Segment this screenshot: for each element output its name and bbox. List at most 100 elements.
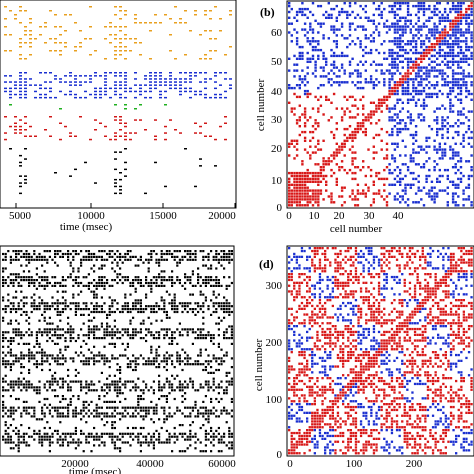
spike-mark (223, 255, 226, 258)
panel-a-raster (4, 6, 232, 195)
matrix-cell (319, 192, 323, 195)
matrix-cell (385, 107, 389, 110)
spike-mark (154, 14, 157, 16)
spike-mark (113, 435, 116, 438)
spike-mark (155, 310, 158, 314)
spike-mark (80, 418, 83, 421)
spike-mark (93, 310, 96, 314)
spike-mark (56, 360, 59, 363)
spike-mark (176, 264, 179, 267)
spike-mark (134, 108, 137, 110)
spike-mark (103, 328, 106, 331)
spike-mark (132, 316, 135, 319)
spike-mark (207, 363, 210, 366)
spike-mark (20, 250, 23, 253)
spike-mark (150, 308, 153, 311)
spike-mark (29, 30, 32, 32)
matrix-cell (295, 255, 298, 258)
matrix-cell (318, 287, 322, 290)
matrix-cell (428, 48, 431, 52)
spike-mark (191, 252, 194, 256)
matrix-cell (309, 139, 312, 142)
spike-mark (82, 386, 85, 389)
matrix-cell (404, 48, 407, 52)
matrix-cell (420, 57, 423, 60)
matrix-cell (433, 25, 436, 28)
matrix-cell (359, 192, 362, 195)
matrix-cell (288, 22, 291, 25)
matrix-cell (420, 113, 423, 116)
matrix-cell (306, 174, 309, 178)
spike-mark (124, 255, 127, 258)
matrix-cell (290, 110, 293, 113)
spike-mark (178, 380, 181, 383)
matrix-cell (414, 86, 418, 90)
spike-mark (44, 42, 47, 44)
matrix-cell (362, 25, 365, 28)
spike-mark (7, 339, 10, 343)
spike-mark (124, 380, 127, 383)
spike-mark (116, 363, 119, 366)
spike-mark (38, 386, 41, 389)
matrix-cell (428, 69, 431, 72)
spike-mark (111, 435, 114, 438)
matrix-cell (288, 411, 291, 414)
matrix-cell (338, 28, 341, 31)
matrix-cell (425, 192, 428, 195)
panel-d: (d) 0 100 200 300 cell number 0 100 200 (253, 245, 474, 470)
spike-mark (61, 438, 64, 441)
matrix-cell (454, 34, 457, 37)
spike-mark (34, 38, 37, 40)
spike-mark (126, 441, 129, 444)
spike-mark (169, 87, 172, 90)
matrix-cell (417, 98, 420, 101)
matrix-cell (322, 174, 325, 178)
spike-mark (108, 389, 111, 392)
spike-mark (199, 406, 202, 409)
matrix-cell (356, 75, 360, 78)
matrix-cell (414, 139, 418, 142)
spike-mark (184, 22, 187, 24)
matrix-cell (375, 104, 378, 107)
spike-mark (179, 22, 182, 24)
matrix-cell (409, 183, 412, 186)
matrix-cell (314, 48, 317, 52)
spike-mark (64, 345, 67, 348)
spike-mark (74, 429, 77, 432)
matrix-cell (293, 171, 296, 175)
spike-mark (139, 397, 142, 401)
matrix-cell (309, 171, 312, 175)
matrix-cell (318, 420, 322, 423)
matrix-cell (303, 186, 307, 189)
spike-mark (169, 84, 172, 86)
matrix-cell (443, 119, 447, 122)
spike-mark (219, 125, 222, 128)
spike-mark (4, 34, 7, 36)
spike-mark (100, 371, 103, 374)
spike-mark (69, 252, 72, 256)
matrix-cell (375, 192, 378, 195)
matrix-cell (401, 189, 404, 192)
spike-mark (223, 316, 226, 319)
matrix-cell (404, 145, 407, 148)
matrix-cell (359, 75, 362, 78)
matrix-cell (354, 116, 357, 119)
spike-mark (33, 438, 36, 441)
spike-mark (137, 438, 140, 441)
spike-mark (93, 345, 96, 348)
spike-mark (154, 84, 157, 86)
spike-mark (129, 380, 132, 383)
matrix-cell (301, 180, 304, 183)
spike-mark (82, 313, 85, 316)
spike-mark (210, 429, 213, 432)
spike-mark (121, 328, 124, 331)
spike-mark (114, 14, 117, 16)
spike-mark (114, 151, 117, 153)
matrix-cell (409, 72, 412, 75)
matrix-cell (301, 130, 304, 134)
spike-mark (154, 75, 157, 77)
spike-mark (100, 255, 103, 258)
matrix-cell (404, 92, 407, 96)
matrix-cell (467, 4, 471, 8)
matrix-cell (343, 154, 346, 157)
